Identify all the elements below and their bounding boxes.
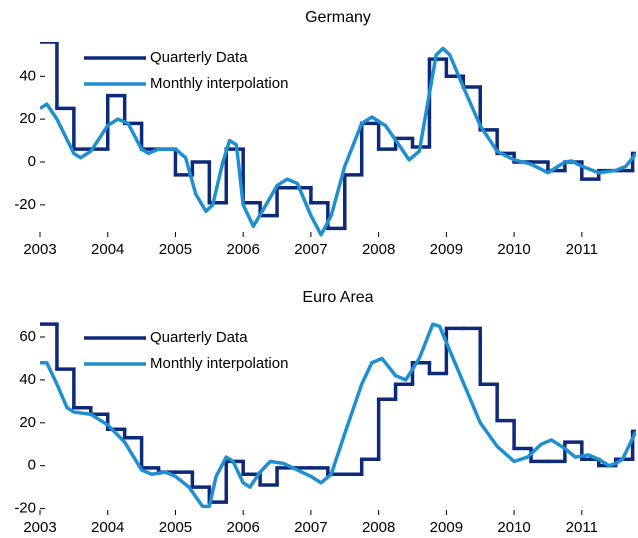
x-tick-label: 2010 <box>497 519 530 536</box>
x-tick-label: 2006 <box>226 241 259 258</box>
x-tick-label: 2009 <box>430 519 463 536</box>
y-tick-label: -20 <box>14 196 36 213</box>
y-tick-label: 60 <box>19 328 36 345</box>
y-tick-label: 20 <box>19 414 36 431</box>
x-tick-label: 2008 <box>362 241 395 258</box>
x-tick-label: 2005 <box>159 241 192 258</box>
legend-label: Quarterly Data <box>150 329 248 346</box>
x-tick-label: 2006 <box>226 519 259 536</box>
y-tick-label: 20 <box>19 110 36 127</box>
x-tick-label: 2005 <box>159 519 192 536</box>
y-tick-label: 40 <box>19 67 36 84</box>
y-tick-label: 0 <box>28 153 36 170</box>
y-tick-label: -20 <box>14 500 36 517</box>
plot-area <box>40 322 636 509</box>
x-tick-label: 2011 <box>566 241 598 258</box>
chart-title: Germany <box>305 9 371 26</box>
y-tick-label: 40 <box>19 371 36 388</box>
x-tick-label: 2008 <box>362 519 395 536</box>
series-line <box>40 322 636 509</box>
x-tick-label: 2009 <box>430 241 463 258</box>
x-tick-label: 2010 <box>497 241 530 258</box>
legend-label: Monthly interpolation <box>150 355 288 372</box>
legend-label: Monthly interpolation <box>150 75 288 92</box>
legend-label: Quarterly Data <box>150 49 248 66</box>
subplot: Euro Area -20 0 20 40 60 2003 2004 2005 2006 2007 2… <box>14 289 636 536</box>
x-tick-label: 2007 <box>294 519 327 536</box>
x-tick-label: 2007 <box>294 241 327 258</box>
x-tick-label: 2003 <box>23 519 56 536</box>
x-tick-label: 2004 <box>91 241 124 258</box>
plot-area <box>40 42 636 237</box>
series-line <box>40 46 636 237</box>
x-tick-label: 2003 <box>23 241 56 258</box>
x-tick-label: 2011 <box>566 519 598 536</box>
x-tick-label: 2004 <box>91 519 124 536</box>
chart-title: Euro Area <box>302 289 373 306</box>
subplot: Germany -20 0 20 40 2003 2004 2005 2006 2007 2008 2… <box>14 9 636 258</box>
y-tick-label: 0 <box>28 457 36 474</box>
